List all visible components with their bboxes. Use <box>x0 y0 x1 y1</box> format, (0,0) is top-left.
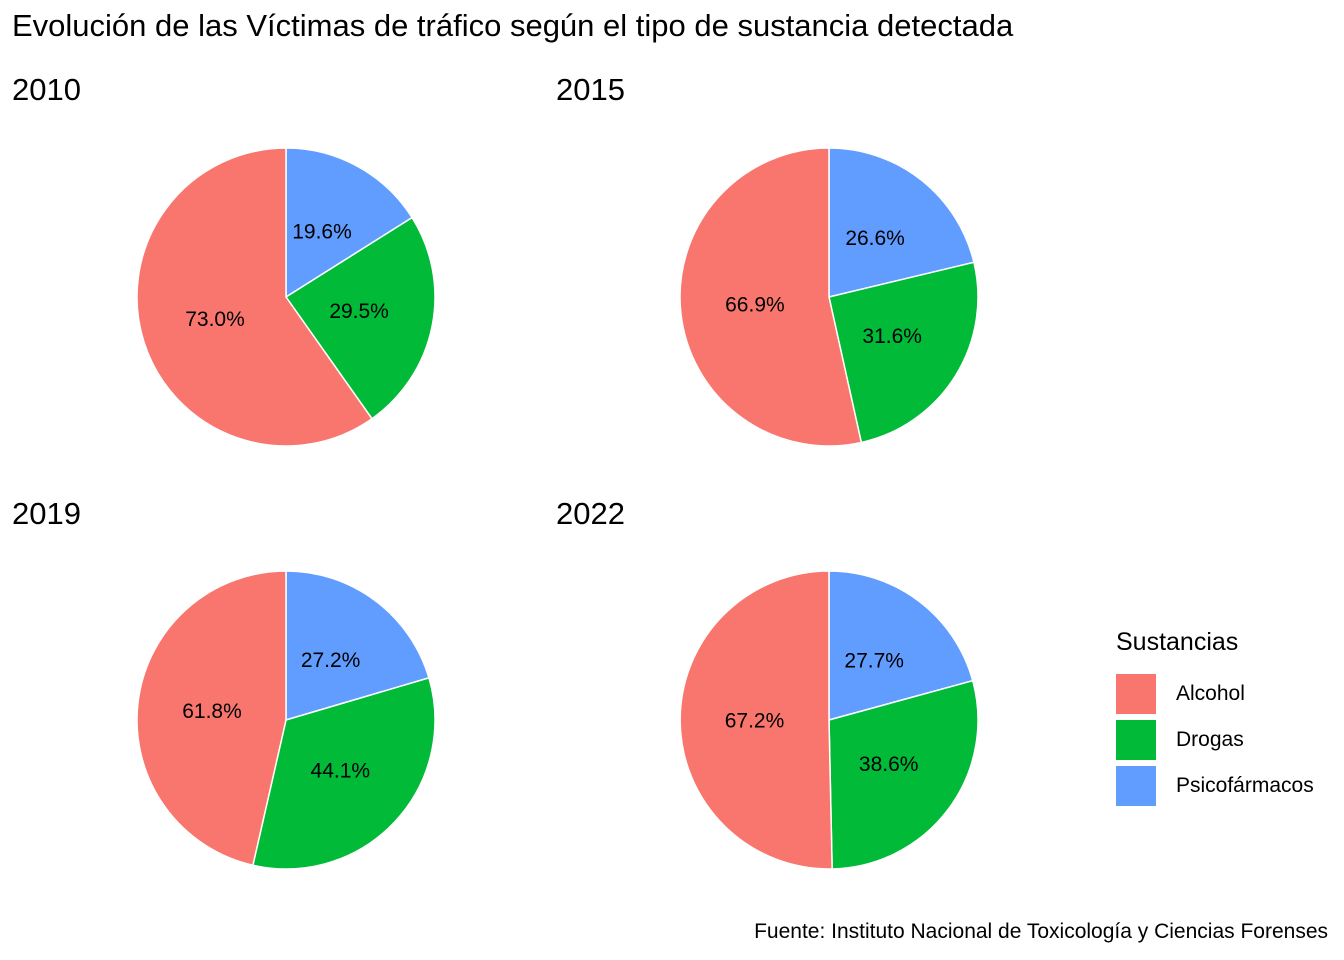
facet-title-2019: 2019 <box>12 496 81 531</box>
legend-swatch-drogas <box>1116 720 1156 760</box>
facet-title-2015: 2015 <box>556 72 625 107</box>
slice-2019-psicofarmacos <box>285 570 430 722</box>
slice-label-2022-psicofarmacos: 27.7% <box>844 649 904 672</box>
legend-item-drogas: Drogas <box>1116 717 1314 763</box>
legend-label-psicofarmacos: Psicofármacos <box>1176 774 1314 797</box>
slice-2010-psicofarmacos <box>285 147 414 299</box>
legend-label-alcohol: Alcohol <box>1176 682 1245 705</box>
slice-label-2010-psicofarmacos: 19.6% <box>292 220 352 243</box>
legend-title: Sustancias <box>1116 628 1239 656</box>
slice-label-2022-alcohol: 67.2% <box>725 709 785 732</box>
pie-2019: 27.2% 44.1% 61.8% <box>136 570 436 870</box>
legend-swatch-alcohol <box>1116 674 1156 714</box>
facet-title-2010: 2010 <box>12 72 81 107</box>
legend-label-drogas: Drogas <box>1176 728 1244 751</box>
pie-2010: 19.6% 29.5% 73.0% <box>136 147 436 447</box>
slice-label-2015-psicofarmacos: 26.6% <box>845 227 905 250</box>
slice-label-2019-alcohol: 61.8% <box>182 700 242 723</box>
slice-2022-psicofarmacos <box>828 570 974 721</box>
slice-label-2010-drogas: 29.5% <box>329 300 389 323</box>
chart-title: Evolución de las Víctimas de tráfico seg… <box>12 8 1014 43</box>
slice-2019-alcohol <box>136 570 287 867</box>
legend-swatch-psicofarmacos <box>1116 766 1156 806</box>
slice-label-2015-alcohol: 66.9% <box>725 294 785 317</box>
legend-item-psicofarmacos: Psicofármacos <box>1116 763 1314 809</box>
slice-label-2019-psicofarmacos: 27.2% <box>301 649 361 672</box>
legend-item-alcohol: Alcohol <box>1116 671 1314 717</box>
slice-2019-drogas <box>251 676 436 870</box>
pie-2022: 27.7% 38.6% 67.2% <box>679 570 979 870</box>
source-caption: Fuente: Instituto Nacional de Toxicologí… <box>754 920 1328 943</box>
pie-2015: 26.6% 31.6% 66.9% <box>679 147 979 447</box>
slice-2022-alcohol <box>679 570 833 870</box>
legend: Sustancias Alcohol Drogas Psicofármacos <box>1116 628 1314 809</box>
slice-2022-drogas <box>828 679 979 870</box>
slice-2015-psicofarmacos <box>828 147 975 298</box>
slice-label-2010-alcohol: 73.0% <box>185 308 245 331</box>
slice-2015-alcohol <box>679 147 863 447</box>
slice-label-2022-drogas: 38.6% <box>859 753 919 776</box>
slice-label-2019-drogas: 44.1% <box>311 760 371 783</box>
slice-2010-alcohol <box>136 147 374 447</box>
facet-title-2022: 2022 <box>556 496 625 531</box>
slice-label-2015-drogas: 31.6% <box>862 325 922 348</box>
slice-2010-drogas <box>284 216 436 420</box>
slice-2015-drogas <box>828 261 979 444</box>
